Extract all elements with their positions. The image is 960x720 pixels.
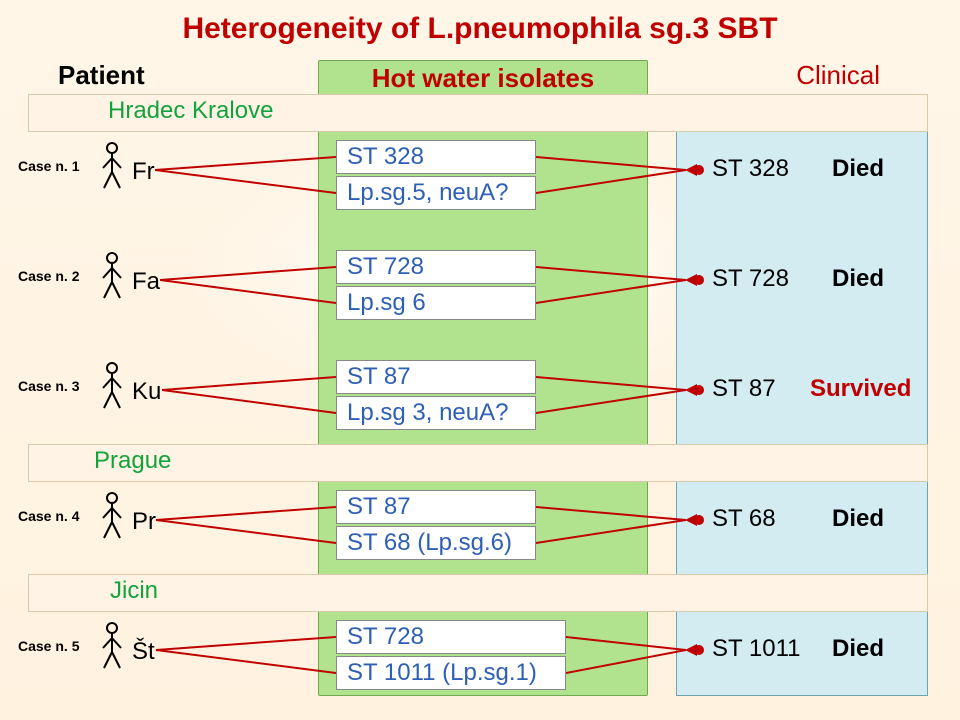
loc-label-hk: Hradec Kralove (108, 97, 273, 125)
iso-box: Lp.sg.5, neuA? (336, 176, 536, 210)
isolates-header: Hot water isolates (319, 63, 647, 94)
clinical-header: Clinical (796, 60, 880, 91)
iso-box: Lp.sg 3, neuA? (336, 396, 536, 430)
iso-box: ST 728 (336, 620, 566, 654)
clinical-st: ST 728 (712, 265, 789, 293)
clinical-outcome: Died (832, 265, 884, 293)
case-code-5: Št (132, 638, 155, 666)
case-label-1: Case n. 1 (18, 158, 79, 174)
connector (155, 140, 336, 210)
person-icon (100, 362, 124, 410)
case-label-5: Case n. 5 (18, 638, 79, 654)
clinical-dot (694, 645, 704, 655)
case-label-2: Case n. 2 (18, 268, 79, 284)
loc-bar-jicin (28, 574, 928, 612)
clinical-st: ST 1011 (712, 635, 801, 663)
person-icon (100, 492, 124, 540)
clinical-dot (694, 385, 704, 395)
person-icon (100, 142, 124, 190)
case-label-4: Case n. 4 (18, 508, 79, 524)
clinical-st: ST 328 (712, 155, 789, 183)
iso-box: ST 87 (336, 490, 536, 524)
case-code-3: Ku (132, 378, 161, 406)
iso-box: Lp.sg 6 (336, 286, 536, 320)
clinical-dot (694, 515, 704, 525)
case-code-2: Fa (132, 268, 160, 296)
iso-box: ST 728 (336, 250, 536, 284)
clinical-dot (694, 165, 704, 175)
connector (162, 360, 336, 430)
case-code-1: Fr (132, 158, 155, 186)
loc-label-prague: Prague (94, 447, 171, 475)
clinical-outcome: Died (832, 635, 884, 663)
patient-header: Patient (58, 60, 145, 91)
clinical-outcome: Died (832, 505, 884, 533)
clinical-outcome: Died (832, 155, 884, 183)
iso-box: ST 68 (Lp.sg.6) (336, 526, 536, 560)
iso-box: ST 328 (336, 140, 536, 174)
connector (156, 620, 336, 690)
person-icon (100, 622, 124, 670)
iso-box: ST 1011 (Lp.sg.1) (336, 656, 566, 690)
iso-box: ST 87 (336, 360, 536, 394)
connector (160, 250, 336, 320)
connector (156, 490, 336, 560)
clinical-st: ST 87 (712, 375, 776, 403)
case-label-3: Case n. 3 (18, 378, 79, 394)
clinical-dot (694, 275, 704, 285)
page-title: Heterogeneity of L.pneumophila sg.3 SBT (0, 12, 960, 46)
person-icon (100, 252, 124, 300)
clinical-st: ST 68 (712, 505, 776, 533)
loc-label-jicin: Jicin (110, 577, 158, 605)
case-code-4: Pr (132, 508, 156, 536)
clinical-outcome: Survived (810, 375, 911, 403)
